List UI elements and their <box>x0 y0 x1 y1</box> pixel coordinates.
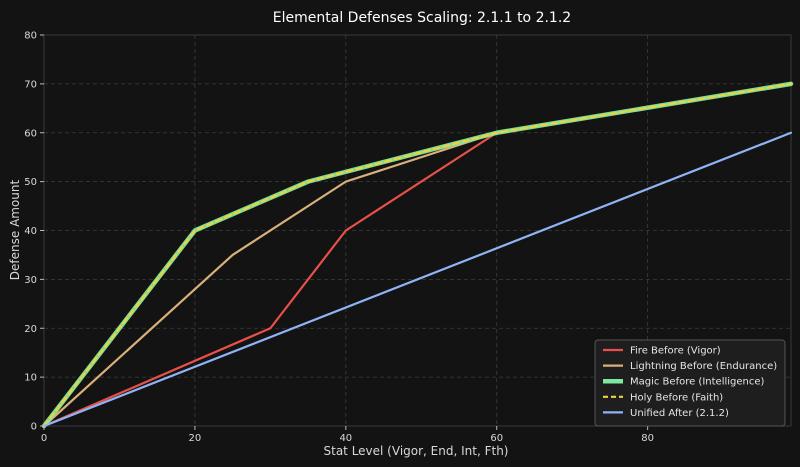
y-tick-label: 50 <box>24 177 37 188</box>
x-axis: 0 20 40 60 80 <box>41 426 654 444</box>
series-group <box>41 81 794 429</box>
legend-box <box>594 339 786 427</box>
y-tick-label: 0 <box>31 422 37 433</box>
y-tick-label: 70 <box>24 79 37 90</box>
series-line-3 <box>42 82 793 428</box>
legend-label: Fire Before (Vigor) <box>630 346 721 357</box>
y-tick-label: 10 <box>24 373 37 384</box>
legend-label: Magic Before (Intelligence) <box>630 377 765 388</box>
x-tick-label: 40 <box>339 433 352 444</box>
y-tick-label: 40 <box>24 226 37 237</box>
legend-label: Unified After (2.1.2) <box>630 408 729 419</box>
legend: Fire Before (Vigor) Lightning Before (End… <box>594 339 786 427</box>
y-tick-label: 80 <box>24 31 37 42</box>
y-tick-label: 60 <box>24 128 37 139</box>
y-axis-label: Defense Amount <box>8 179 22 280</box>
legend-label: Lightning Before (Endurance) <box>630 361 777 372</box>
x-tick-label: 80 <box>641 433 654 444</box>
x-axis-label: Stat Level (Vigor, End, Int, Fth) <box>324 444 509 458</box>
plot-area <box>41 34 794 429</box>
y-axis: 0 10 20 30 40 50 60 70 80 <box>24 31 44 433</box>
legend-label: Holy Before (Faith) <box>630 392 723 403</box>
y-tick-label: 30 <box>24 275 37 286</box>
y-tick-label: 20 <box>24 324 37 335</box>
x-tick-label: 0 <box>41 433 47 444</box>
x-tick-label: 60 <box>490 433 503 444</box>
chart-title: Elemental Defenses Scaling: 2.1.1 to 2.1… <box>273 10 571 26</box>
series-line-4 <box>42 131 793 428</box>
x-tick-label: 20 <box>189 433 202 444</box>
